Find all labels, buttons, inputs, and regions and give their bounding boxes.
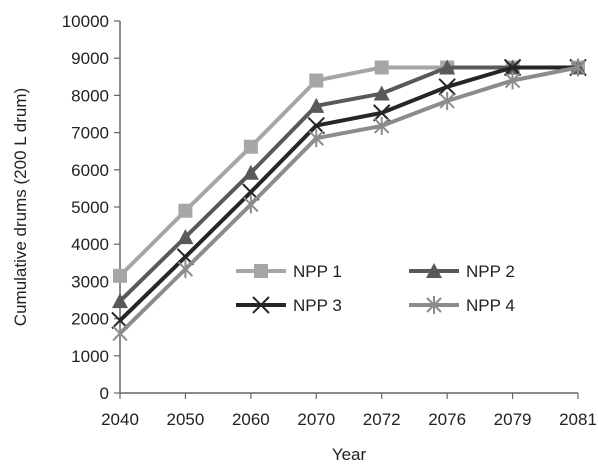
legend-item: NPP 2 (409, 262, 515, 281)
series-layer (111, 58, 587, 343)
data-point-marker (243, 139, 258, 154)
y-tick-label: 2000 (71, 310, 109, 329)
x-tick-label: 2076 (428, 410, 466, 429)
data-point-marker (252, 296, 270, 314)
x-tick-label: 2072 (363, 410, 401, 429)
data-point-marker (242, 164, 259, 180)
y-tick-label: 3000 (71, 272, 109, 291)
x-tick-label: 2040 (101, 410, 139, 429)
x-tick-label: 2050 (167, 410, 205, 429)
data-point-marker (374, 116, 390, 135)
x-tick-label: 2081 (559, 410, 597, 429)
data-point-marker (177, 260, 194, 279)
y-tick-label: 0 (100, 384, 109, 403)
legend-label: NPP 1 (293, 262, 342, 281)
legend: NPP 1 NPP 2 NPP 3 NPP 4 (236, 262, 515, 315)
data-point-marker (426, 296, 442, 314)
y-tick-label: 5000 (71, 198, 109, 217)
data-point-marker (373, 85, 390, 101)
data-point-marker (178, 203, 193, 218)
data-point-marker (438, 78, 456, 96)
data-point-marker (177, 229, 194, 245)
x-tick-label: 2060 (232, 410, 270, 429)
series-line (118, 65, 579, 335)
y-tick-label: 7000 (71, 124, 109, 143)
data-point-marker (570, 58, 586, 77)
x-ticks: 2040 2050 2060 2070 2072 2076 2079 2081 (101, 393, 597, 429)
y-tick-label: 10000 (62, 12, 109, 31)
data-point-marker (439, 91, 455, 110)
data-point-marker (243, 195, 259, 214)
legend-label: NPP 2 (466, 262, 515, 281)
legend-item: NPP 3 (236, 296, 342, 315)
x-tick-label: 2070 (297, 410, 335, 429)
legend-item: NPP 4 (409, 296, 515, 315)
data-point-marker (308, 129, 324, 148)
data-point-marker (254, 264, 268, 278)
y-tick-label: 9000 (71, 49, 109, 68)
data-point-marker (439, 59, 456, 75)
data-point-marker (112, 293, 128, 309)
series-npp-1 (113, 60, 585, 283)
x-axis-title: Year (332, 445, 367, 464)
y-tick-label: 4000 (71, 235, 109, 254)
data-point-marker (504, 71, 521, 90)
y-ticks: 0 1000 2000 3000 4000 5000 6000 7000 8000 9000 100… (62, 12, 120, 403)
data-point-marker (308, 97, 325, 113)
axes: 0 1000 2000 3000 4000 5000 6000 7000 8000 9000 100… (62, 12, 597, 429)
series-line (118, 65, 578, 303)
data-point-marker (503, 58, 522, 77)
data-point-marker (374, 60, 389, 75)
y-tick-label: 8000 (71, 86, 109, 105)
data-point-marker (426, 263, 442, 278)
series-npp-2 (112, 59, 586, 309)
legend-item: NPP 1 (236, 262, 342, 281)
series-npp-4 (112, 58, 586, 343)
y-tick-label: 1000 (71, 347, 109, 366)
x-tick-label: 2079 (494, 410, 532, 429)
data-point-marker (307, 116, 325, 135)
data-point-marker (113, 268, 127, 283)
series-line (118, 65, 578, 322)
data-point-marker (373, 104, 391, 122)
y-tick-label: 6000 (71, 161, 109, 180)
legend-label: NPP 3 (293, 296, 342, 315)
legend-label: NPP 4 (466, 296, 515, 315)
data-point-marker (112, 324, 128, 343)
y-axis-title: Cumulative drums (200 L drum) (11, 88, 30, 326)
data-point-marker (309, 73, 324, 88)
